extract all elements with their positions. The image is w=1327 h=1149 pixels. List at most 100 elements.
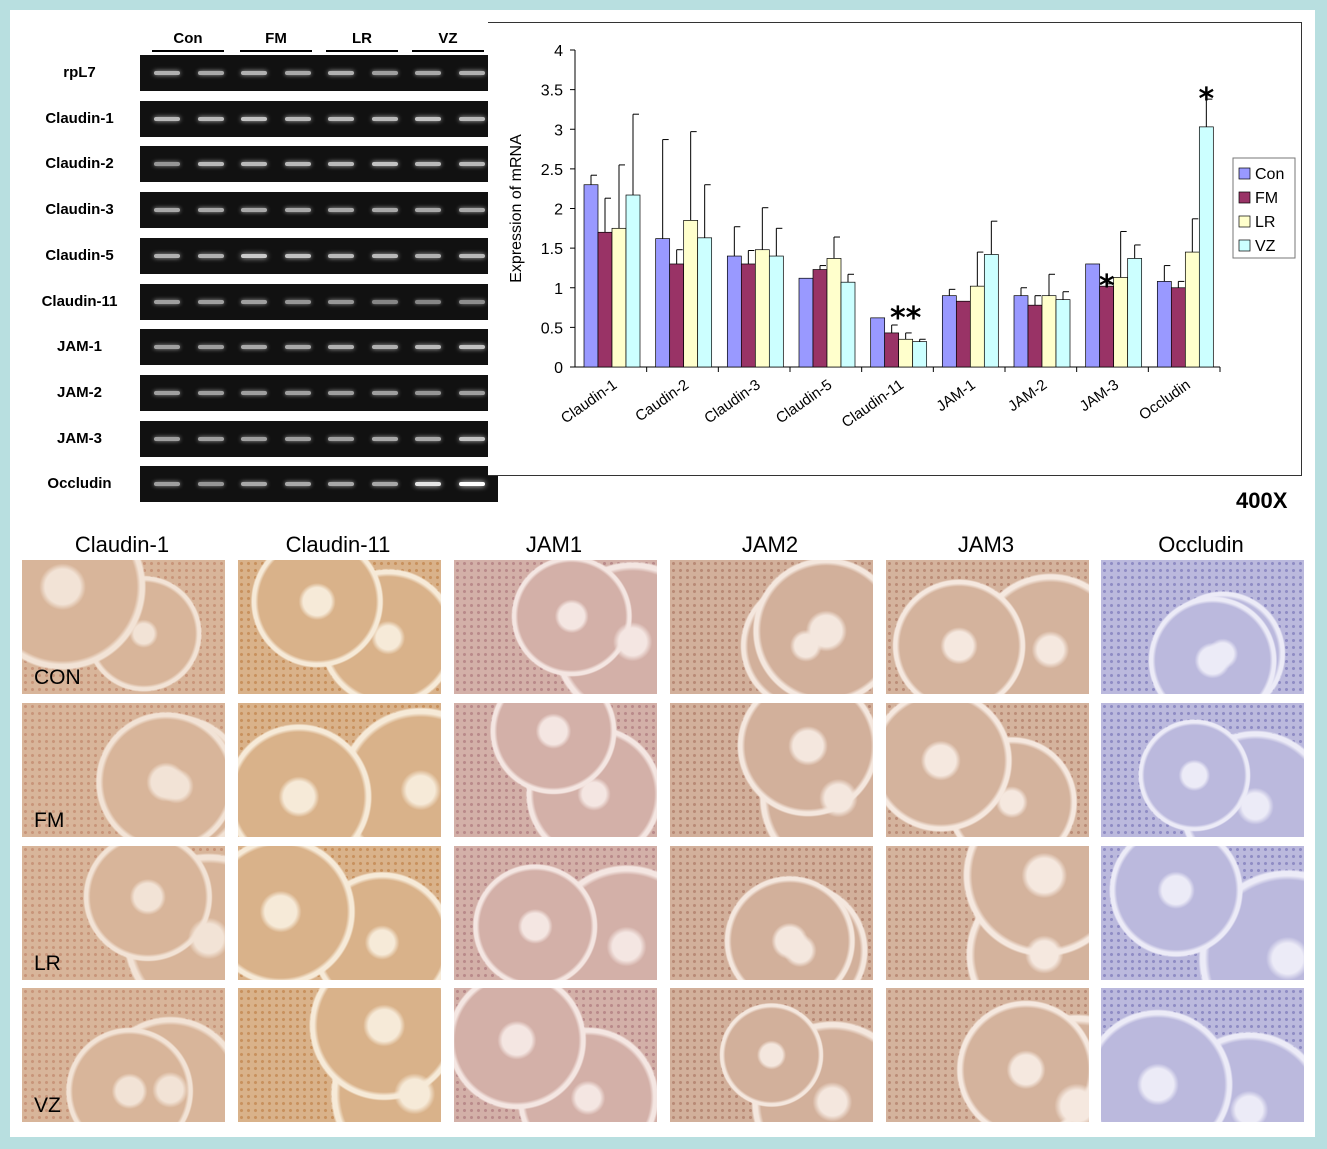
gel-band <box>458 299 485 304</box>
gel-band <box>241 436 267 441</box>
x-tick-label: Caudin-2 <box>632 376 692 425</box>
histology-tile <box>22 846 225 980</box>
gel-band <box>415 482 441 487</box>
legend-label: FM <box>1255 190 1278 207</box>
bar <box>812 269 828 368</box>
gel-band <box>284 345 311 350</box>
magnification-label: 400X <box>1236 488 1288 513</box>
gel-band <box>415 436 441 441</box>
histology-tile <box>886 703 1089 837</box>
gel-band <box>284 299 311 304</box>
x-tick-label: JAM-3 <box>1077 376 1122 415</box>
gel-band <box>458 208 485 213</box>
gel-row: Claudin-2 <box>22 146 512 184</box>
bar <box>941 295 957 368</box>
gel-band <box>154 208 180 213</box>
bar-chart: 0 0.5 1 1.5 2 2.5 3 3.5 4 Expression of mRNA Claud… <box>488 22 1302 476</box>
x-tick-label: Claudin-3 <box>701 376 763 427</box>
gel-band <box>241 299 267 304</box>
gel-band <box>241 482 267 487</box>
bar <box>1013 295 1029 368</box>
gel-band <box>197 436 224 441</box>
gel-strip <box>140 146 498 183</box>
histology-row-label: CON <box>34 666 81 689</box>
gel-band <box>458 436 485 441</box>
gel-band <box>328 482 354 487</box>
bar <box>583 184 599 368</box>
gel-row: Claudin-1 <box>22 100 512 139</box>
histology-tile <box>1101 560 1304 694</box>
x-tick-label: JAM-1 <box>933 376 978 415</box>
histology-tile <box>454 988 657 1122</box>
gel-row-label: JAM-3 <box>56 429 102 447</box>
bar <box>1041 295 1057 368</box>
gel-group-header: Con <box>152 30 224 52</box>
y-tick-label: 1 <box>554 281 563 298</box>
histology-tile <box>454 560 657 694</box>
gel-band <box>197 345 224 350</box>
gel-band <box>328 71 354 75</box>
histology-tile <box>238 846 441 980</box>
bar <box>1113 277 1129 368</box>
histology-tile <box>238 703 441 837</box>
gel-band <box>415 116 441 121</box>
gel-band <box>415 345 441 350</box>
histology-row-label: VZ <box>34 1094 61 1117</box>
legend-swatch <box>1238 239 1251 252</box>
gel-band <box>371 345 398 350</box>
bar <box>597 231 613 368</box>
gel-group-header: LR <box>326 30 398 52</box>
gel-band <box>415 71 441 75</box>
bar <box>1027 304 1043 368</box>
bar <box>768 255 784 368</box>
histology-tile <box>1101 988 1304 1122</box>
gel-strip <box>140 374 498 411</box>
gel-band <box>328 162 354 167</box>
bar <box>870 317 886 368</box>
gel-band <box>371 482 398 487</box>
bar <box>1156 281 1172 368</box>
y-tick-label: 0 <box>554 360 563 377</box>
legend-swatch <box>1238 191 1251 204</box>
y-tick-label: 3 <box>554 122 563 139</box>
gel-band <box>458 390 485 395</box>
gel-strip <box>140 466 498 503</box>
histology-tile <box>886 560 1089 694</box>
gel-band <box>371 208 398 213</box>
histology-row-label: FM <box>34 809 65 832</box>
gel-band <box>458 482 485 487</box>
gel-band <box>371 71 398 75</box>
gel-band <box>371 299 398 304</box>
gel-band <box>154 162 180 167</box>
gel-row-label: JAM-1 <box>56 338 102 356</box>
histology-tile <box>1101 703 1304 837</box>
gel-row-label: JAM-2 <box>56 383 102 401</box>
gel-row: JAM-2 <box>22 374 512 413</box>
histology-row-label: LR <box>34 952 61 975</box>
gel-band <box>328 299 354 304</box>
x-tick-label: JAM-2 <box>1005 376 1050 415</box>
histology-column-header: JAM3 <box>957 532 1015 557</box>
histology-tile <box>22 988 225 1122</box>
gel-band <box>154 345 180 350</box>
y-axis-label: Expression of mRNA <box>508 134 525 283</box>
gel-row: JAM-3 <box>22 420 512 459</box>
gel-strip <box>140 329 498 366</box>
gel-row-label: Claudin-3 <box>45 201 114 219</box>
gel-row: Claudin-3 <box>22 192 512 230</box>
gel-band <box>197 253 224 258</box>
gel-band <box>197 390 224 395</box>
gel-band <box>284 208 311 213</box>
y-tick-label: 0.5 <box>541 320 563 337</box>
histology-column-header: JAM2 <box>741 532 799 557</box>
gel-band <box>241 253 267 258</box>
histology-column-header: Occludin <box>1158 532 1244 557</box>
gel-band <box>328 390 354 395</box>
gel-band <box>415 390 441 395</box>
gel-strip <box>140 55 498 91</box>
bar <box>726 255 742 368</box>
histology-column-header: JAM1 <box>525 532 583 557</box>
histology-grid: Claudin-1 Claudin-11 JAM1 JAM2 JAM3 Occludin C… <box>22 532 1304 1132</box>
x-tick-label: Claudin-5 <box>773 376 835 427</box>
bar <box>884 332 900 368</box>
